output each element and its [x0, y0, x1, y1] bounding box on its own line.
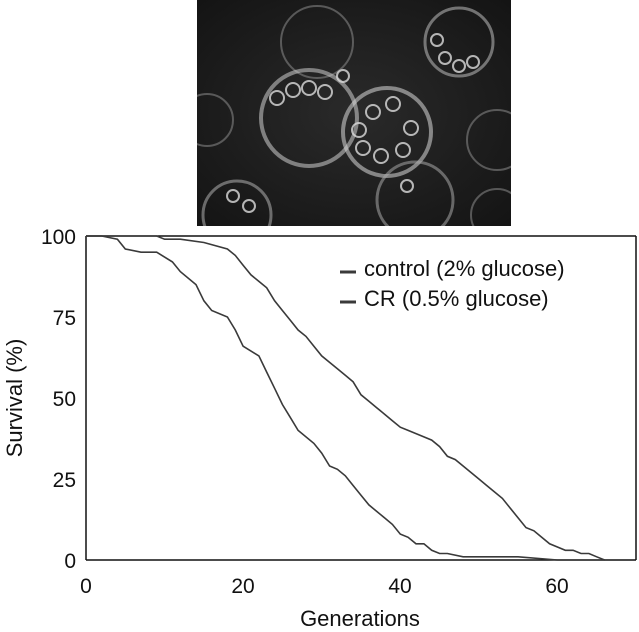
y-axis-label: Survival (%) — [2, 339, 27, 458]
vacuole — [466, 55, 480, 69]
vacuole — [301, 80, 317, 96]
vacuole — [452, 59, 466, 73]
plot-frame — [85, 235, 637, 561]
x-tick-label: 20 — [231, 575, 254, 598]
y-tick-label: 100 — [41, 226, 76, 249]
vacuole — [385, 96, 401, 112]
series-layer — [86, 235, 605, 561]
vacuole — [317, 84, 333, 100]
vacuole — [336, 69, 350, 83]
series-line-cr — [86, 235, 605, 561]
legend: control (2% glucose) CR (0.5% glucose) — [340, 256, 565, 311]
legend-label-cr: CR (0.5% glucose) — [364, 286, 549, 311]
yeast-cell — [470, 188, 511, 226]
y-tick-labels: 100 75 50 25 0 — [41, 226, 76, 573]
vacuole — [269, 90, 285, 106]
vacuole — [400, 179, 414, 193]
x-tick-label: 0 — [80, 575, 92, 598]
vacuole — [365, 104, 381, 120]
yeast-cell — [375, 160, 455, 226]
vacuole — [351, 122, 367, 138]
vacuole — [242, 199, 256, 213]
x-axis-label: Generations — [300, 606, 420, 631]
yeast-micrograph — [197, 0, 511, 226]
vacuole — [226, 189, 240, 203]
yeast-cell — [201, 179, 273, 226]
y-tick-label: 0 — [64, 550, 76, 573]
vacuole — [438, 51, 452, 65]
series-line-control — [86, 235, 605, 561]
vacuole — [395, 142, 411, 158]
vacuole — [285, 82, 301, 98]
x-tick-labels: 0 20 40 60 — [80, 575, 569, 598]
yeast-cell — [423, 6, 495, 78]
vacuole — [373, 148, 389, 164]
x-tick-label: 40 — [388, 575, 411, 598]
yeast-cell — [197, 93, 234, 147]
vacuole — [430, 33, 444, 47]
vacuole — [403, 120, 419, 136]
yeast-cell — [280, 5, 354, 79]
y-tick-label: 75 — [53, 307, 76, 330]
vacuole — [355, 140, 371, 156]
legend-label-control: control (2% glucose) — [364, 256, 565, 281]
yeast-cell — [466, 109, 511, 171]
y-tick-label: 25 — [53, 469, 76, 492]
x-tick-label: 60 — [545, 575, 568, 598]
yeast-cell — [259, 68, 359, 168]
y-tick-label: 50 — [53, 388, 76, 411]
